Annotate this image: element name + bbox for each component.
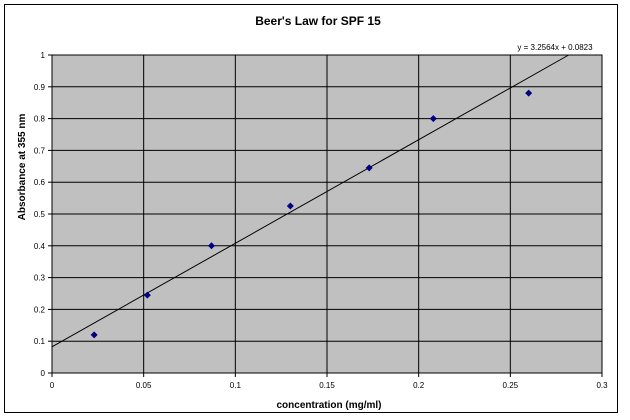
y-tick-label: 0.8 xyxy=(34,115,46,124)
x-tick-label: 0.1 xyxy=(230,381,242,390)
y-tick-label: 0.4 xyxy=(34,242,46,251)
y-tick-label: 0.9 xyxy=(34,83,46,92)
plot-area: 0 0.1 0.2 0.3 0.4 0.5 0.6 0.7 0.8 0.9 1 0 0.05 0.1 0.1… xyxy=(34,51,608,390)
y-tick-label: 0 xyxy=(41,369,46,378)
data-point xyxy=(90,331,98,339)
x-tick-label: 0.15 xyxy=(319,381,335,390)
y-tick-label: 1 xyxy=(41,51,46,60)
data-point xyxy=(365,164,373,172)
y-tick-label: 0.1 xyxy=(34,337,46,346)
y-axis-title: Absorbance at 355 nm xyxy=(17,114,28,221)
y-tick-label: 0.7 xyxy=(34,146,46,155)
plot-border xyxy=(51,54,603,374)
chart-title: Beer's Law for SPF 15 xyxy=(255,14,381,28)
x-tick-label: 0 xyxy=(50,381,55,390)
trendline-equation: y = 3.2564x + 0.0823 xyxy=(517,43,593,52)
data-point xyxy=(525,89,533,97)
trendline xyxy=(51,54,569,348)
y-tick-label: 0.3 xyxy=(34,274,46,283)
x-axis-title: concentration (mg/ml) xyxy=(276,400,381,411)
data-point xyxy=(208,242,215,250)
data-point xyxy=(143,291,151,299)
scatter-chart: Beer's Law for SPF 15 0 0.1 0.2 0.3 0.4 0.5 0.… xyxy=(17,14,608,411)
chart-frame: Beer's Law for SPF 15 0 0.1 0.2 0.3 0.4 0.5 0.… xyxy=(4,4,618,413)
x-tick-label: 0.05 xyxy=(136,381,152,390)
y-tick-label: 0.2 xyxy=(34,305,46,314)
x-tick-label: 0.2 xyxy=(413,381,425,390)
x-tick-label: 0.25 xyxy=(503,381,519,390)
data-point xyxy=(286,202,294,210)
data-point xyxy=(429,115,437,123)
y-tick-label: 0.6 xyxy=(34,178,46,187)
x-tick-label: 0.3 xyxy=(596,381,608,390)
y-tick-label: 0.5 xyxy=(34,210,46,219)
